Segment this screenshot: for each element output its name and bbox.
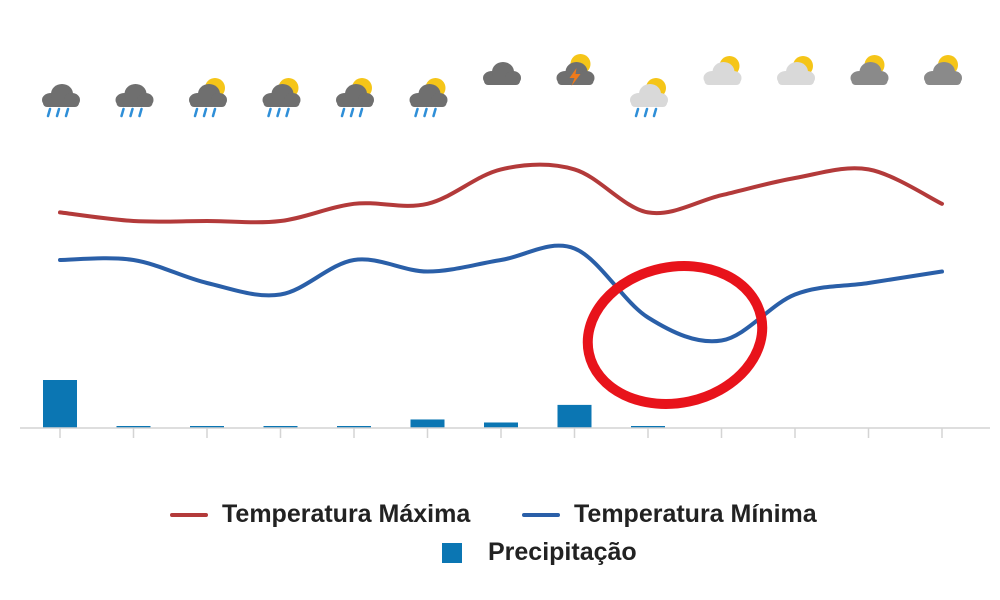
highlight-circle bbox=[582, 261, 768, 409]
bolt-part bbox=[569, 68, 581, 86]
cloud-part bbox=[484, 77, 520, 85]
cloud-part bbox=[631, 99, 667, 107]
precipitation-bar bbox=[263, 426, 298, 428]
precipitation-bar bbox=[190, 426, 224, 428]
sun-rain-cloud-icon bbox=[189, 78, 227, 118]
sun-rain-cloud-icon bbox=[409, 78, 448, 118]
precipitation-bar bbox=[116, 426, 151, 428]
sun-rain-cloud-icon bbox=[336, 78, 374, 118]
rain-drop bbox=[129, 107, 134, 118]
rain-cloud-icon bbox=[115, 84, 154, 118]
cloud-part bbox=[190, 99, 226, 107]
rain-drop bbox=[358, 107, 364, 118]
rain-drop bbox=[340, 107, 346, 118]
legend-min-label: Temperatura Mínima bbox=[574, 500, 817, 528]
precipitation-bar bbox=[43, 380, 77, 428]
sun-rain-cloud-icon bbox=[630, 78, 668, 118]
sun-cloud-icon bbox=[777, 56, 815, 85]
legend-min-swatch bbox=[522, 512, 560, 517]
rain-drop bbox=[55, 107, 61, 118]
legend-max: Temperatura Máxima bbox=[170, 500, 470, 529]
rain-drop bbox=[652, 107, 658, 118]
rain-drop bbox=[432, 107, 437, 118]
cloud-part bbox=[778, 77, 814, 85]
sun-dark-cloud-icon bbox=[924, 55, 962, 85]
rain-drop bbox=[267, 107, 272, 118]
legend-max-label: Temperatura Máxima bbox=[222, 500, 471, 528]
rain-drop bbox=[643, 107, 649, 118]
rain-drop bbox=[423, 107, 428, 118]
min-temperature-line bbox=[58, 243, 944, 344]
precipitation-bar bbox=[631, 426, 665, 428]
sun-dark-cloud-icon bbox=[850, 55, 889, 85]
cloud-part bbox=[43, 99, 79, 107]
cloud-part bbox=[851, 77, 888, 85]
rain-drop bbox=[120, 107, 125, 118]
cloud-part bbox=[337, 99, 373, 107]
cloud-part bbox=[925, 77, 961, 85]
rain-cloud-icon bbox=[42, 84, 80, 118]
sun-rain-cloud-icon bbox=[262, 78, 301, 118]
rain-drop bbox=[202, 107, 208, 118]
precipitation-bar bbox=[484, 422, 518, 428]
legend-prec-label: Precipitação bbox=[488, 538, 637, 566]
thunder-sun-cloud-icon bbox=[556, 54, 595, 86]
precipitation-bar bbox=[557, 404, 592, 428]
rain-drop bbox=[211, 107, 217, 118]
precipitation-bar bbox=[337, 426, 371, 428]
rain-drop bbox=[349, 107, 355, 118]
rain-drop bbox=[138, 107, 143, 118]
rain-drop bbox=[193, 107, 199, 118]
max-temperature-line bbox=[58, 162, 944, 225]
sun-cloud-icon bbox=[703, 56, 742, 85]
cloud-part bbox=[557, 77, 594, 85]
dark-cloud-icon bbox=[483, 62, 521, 85]
rain-drop bbox=[634, 107, 640, 118]
legend-max-swatch bbox=[170, 512, 208, 517]
rain-drop bbox=[64, 107, 70, 118]
rain-drop bbox=[285, 107, 290, 118]
cloud-part bbox=[263, 99, 300, 107]
cloud-part bbox=[704, 77, 741, 85]
legend-prec-swatch bbox=[442, 542, 462, 563]
precipitation-bar bbox=[410, 419, 445, 428]
legend-min: Temperatura Mínima bbox=[522, 500, 817, 529]
rain-drop bbox=[276, 107, 281, 118]
cloud-part bbox=[410, 99, 447, 107]
cloud-part bbox=[116, 99, 153, 107]
rain-drop bbox=[46, 107, 52, 118]
rain-drop bbox=[414, 107, 419, 118]
legend-prec: Precipitação bbox=[442, 538, 637, 567]
